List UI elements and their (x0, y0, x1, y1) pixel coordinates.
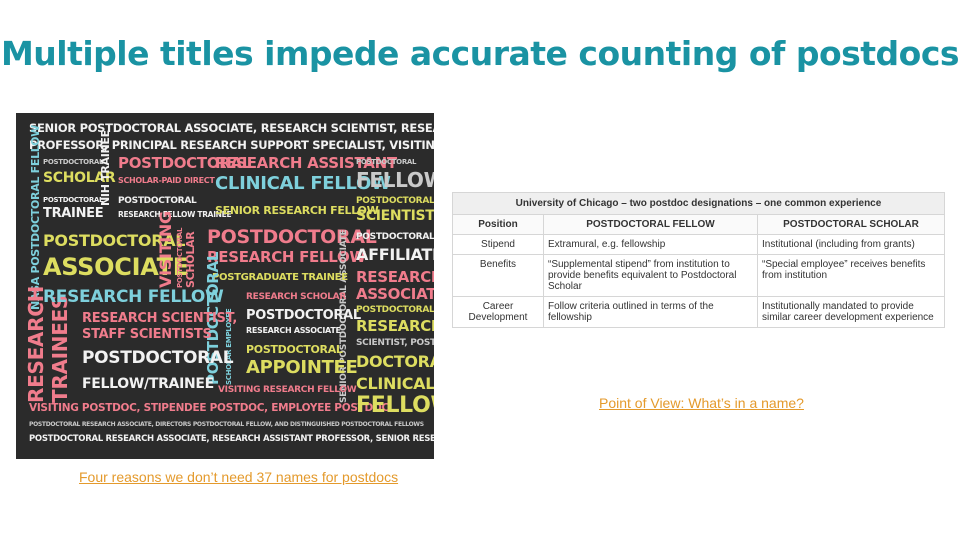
postdoc-designations-table: University of Chicago – two postdoc desi… (452, 192, 945, 328)
cloud-word: Postdoctoral (118, 154, 252, 172)
cloud-word: Clinical (356, 374, 434, 393)
table-row: Stipend Extramural, e.g. fellowship Inst… (452, 234, 945, 255)
cloud-word: Research Scientist, (82, 311, 237, 326)
cloud-word: Clinical Fellow (215, 173, 391, 194)
table-header-position: Position (452, 214, 544, 235)
cloud-word: Scholar-Paid Direct (118, 176, 215, 185)
scholar-cell: Institutionally mandated to provide simi… (757, 296, 945, 328)
cloud-word: Postdoctoral (356, 196, 434, 206)
cloud-word: Postdoctoral (43, 231, 186, 250)
cloud-word: Research Fellow (43, 287, 224, 307)
cloud-word: Postdoctoral (43, 196, 104, 204)
fellow-cell: Extramural, e.g. fellowship (543, 234, 758, 255)
row-label: Benefits (452, 254, 544, 297)
cloud-word: Postdoctoral Research Associate, Directo… (29, 421, 424, 428)
cloud-word: Trainees (48, 294, 72, 403)
cloud-word: Scholar (184, 231, 197, 288)
table-row: Career Development Follow criteria outli… (452, 296, 945, 328)
table-caption: University of Chicago – two postdoc desi… (452, 192, 945, 215)
cloud-word: Senior Research Fellow (215, 204, 379, 217)
cloud-word: Fellow (356, 393, 434, 418)
table-header-fellow: POSTDOCTORAL FELLOW (543, 214, 758, 235)
cloud-word: Research (356, 268, 434, 286)
cloud-word: Research Associate (246, 326, 341, 335)
cloud-word: Visiting Postdoc, Stipendee Postdoc, Emp… (29, 402, 389, 414)
postdoc-titles-word-cloud: Senior Postdoctoral Associate, Research … (16, 113, 434, 459)
fellow-cell: “Supplemental stipend” from institution … (543, 254, 758, 297)
cloud-word: Postdoctoral Research Associate, Researc… (29, 434, 434, 444)
cloud-word: Research Fellow (207, 248, 366, 266)
cloud-word: Postgraduate Trainee (212, 272, 348, 283)
row-label: Career Development (452, 296, 544, 328)
cloud-word: Fellow (356, 168, 434, 192)
cloud-word: Postdoctoral (356, 232, 434, 242)
cloud-word: Associate (356, 285, 434, 303)
scholar-cell: “Special employee” receives benefits fro… (757, 254, 945, 297)
cloud-word: Associate (43, 253, 189, 281)
cloud-word: Fellow/Trainee (82, 376, 214, 392)
cloud-word: Research Scholar (246, 292, 346, 302)
cloud-word: Scientist, Post (356, 338, 434, 348)
cloud-word: Research (356, 317, 434, 335)
cloud-word: Visiting Research Fellow (218, 385, 357, 395)
cloud-word: Appointee (246, 357, 358, 378)
point-of-view-link[interactable]: Point of View: What’s in a name? (599, 395, 804, 411)
table-header-scholar: POSTDOCTORAL SCHOLAR (757, 214, 945, 235)
slide-title: Multiple titles impede accurate counting… (0, 34, 960, 73)
cloud-word: Postdoctoral (82, 348, 234, 368)
cloud-word: Staff Scientists (82, 327, 212, 342)
cloud-word: Doctoral (356, 352, 434, 371)
scholar-cell: Institutional (including from grants) (757, 234, 945, 255)
cloud-word: Postdoctoral (43, 158, 104, 166)
cloud-word: Senior Postdoctoral Associate, Research … (29, 121, 434, 135)
cloud-word: Postdoctoral (356, 305, 434, 315)
cloud-word: Postdoctoral (246, 308, 361, 323)
cloud-word: Postdoctoral (207, 226, 377, 248)
cloud-word: Professor, Principal Research Support Sp… (29, 138, 434, 152)
cloud-word: Research Fellow Trainee (118, 210, 232, 219)
table-row: Benefits “Supplemental stipend” from ins… (452, 254, 945, 297)
cloud-word: Scientists (356, 208, 434, 224)
cloud-word: Scholar (43, 170, 116, 186)
cloud-word: NIH Trainee (99, 130, 112, 206)
cloud-word: Postdoctoral (176, 227, 184, 288)
cloud-word: NASA Postdoctoral Fellow (29, 125, 42, 310)
row-label: Stipend (452, 234, 544, 255)
cloud-word: Visiting (156, 211, 175, 288)
cloud-word: Research Assistant (215, 154, 397, 172)
cloud-word: Postdoctoral (246, 343, 343, 356)
cloud-word: Postdoctoral (118, 196, 197, 206)
cloud-word: Postdoctoral (356, 158, 417, 166)
cloud-word: Trainee (43, 206, 104, 221)
four-reasons-link[interactable]: Four reasons we don’t need 37 names for … (79, 469, 399, 485)
cloud-word: Affiliate (356, 245, 434, 264)
fellow-cell: Follow criteria outlined in terms of the… (543, 296, 758, 328)
